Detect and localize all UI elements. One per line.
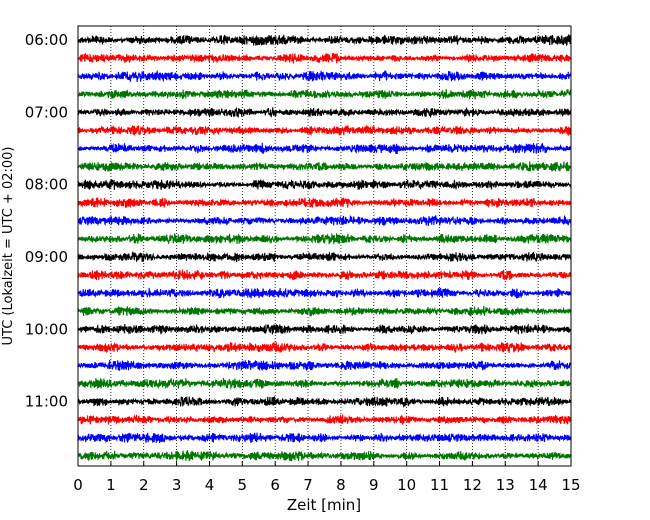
x-tick-label: 9: [369, 476, 379, 494]
y-tick-label: 08:00: [25, 176, 68, 194]
trace-line: [77, 251, 572, 263]
trace-line: [77, 305, 572, 318]
trace-line: [77, 196, 572, 209]
trace-line: [77, 124, 572, 137]
trace-line: [77, 432, 572, 444]
trace-line: [77, 287, 572, 299]
x-axis-ticks: 0 1 2 3 4 5 6 7 8 9 10 11 12 13 14 15: [73, 461, 581, 494]
x-tick-label: 10: [397, 476, 416, 494]
trace-line: [77, 34, 572, 47]
trace-line: [77, 88, 572, 100]
x-tick-label: 0: [73, 476, 83, 494]
y-tick-label: 10:00: [25, 320, 68, 338]
trace-line: [77, 359, 572, 372]
plot-area: [78, 26, 571, 466]
trace-line: [77, 269, 572, 281]
y-axis-title: UTC (Lokalzeit = UTC + 02:00): [1, 147, 16, 346]
trace-line: [77, 396, 572, 409]
x-tick-label: 1: [106, 476, 116, 494]
trace-line: [77, 450, 572, 462]
x-tick-label: 4: [205, 476, 215, 494]
trace-line: [77, 414, 572, 426]
trace-line: [77, 161, 572, 173]
trace-line: [77, 53, 572, 64]
trace-line: [77, 232, 572, 245]
trace-line: [77, 69, 572, 83]
x-tick-label: 8: [336, 476, 346, 494]
y-tick-label: 09:00: [25, 248, 68, 266]
x-tick-label: 5: [238, 476, 248, 494]
x-tick-label: 3: [172, 476, 182, 494]
trace-line: [77, 377, 572, 390]
trace-line: [77, 107, 572, 119]
x-tick-label: 14: [529, 476, 548, 494]
x-tick-label: 2: [139, 476, 149, 494]
y-tick-label: 06:00: [25, 31, 68, 49]
y-tick-label: 11:00: [25, 393, 68, 411]
x-axis-title: Zeit [min]: [287, 496, 361, 514]
x-tick-label: 6: [270, 476, 280, 494]
y-axis-ticks: 06:00 07:00 08:00 09:00 10:00 11:00: [25, 31, 83, 411]
x-tick-label: 7: [303, 476, 313, 494]
x-tick-label: 13: [496, 476, 515, 494]
trace-line: [77, 323, 572, 335]
trace-line: [77, 215, 572, 227]
x-tick-label: 15: [561, 476, 580, 494]
traces: [77, 34, 572, 462]
grid-lines: [110, 26, 539, 466]
trace-line: [77, 142, 572, 155]
trace-line: [77, 341, 572, 354]
y-tick-label: 07:00: [25, 103, 68, 121]
x-tick-label: 11: [430, 476, 449, 494]
plot-frame: [77, 25, 572, 467]
x-tick-label: 12: [463, 476, 482, 494]
trace-line: [77, 179, 572, 190]
